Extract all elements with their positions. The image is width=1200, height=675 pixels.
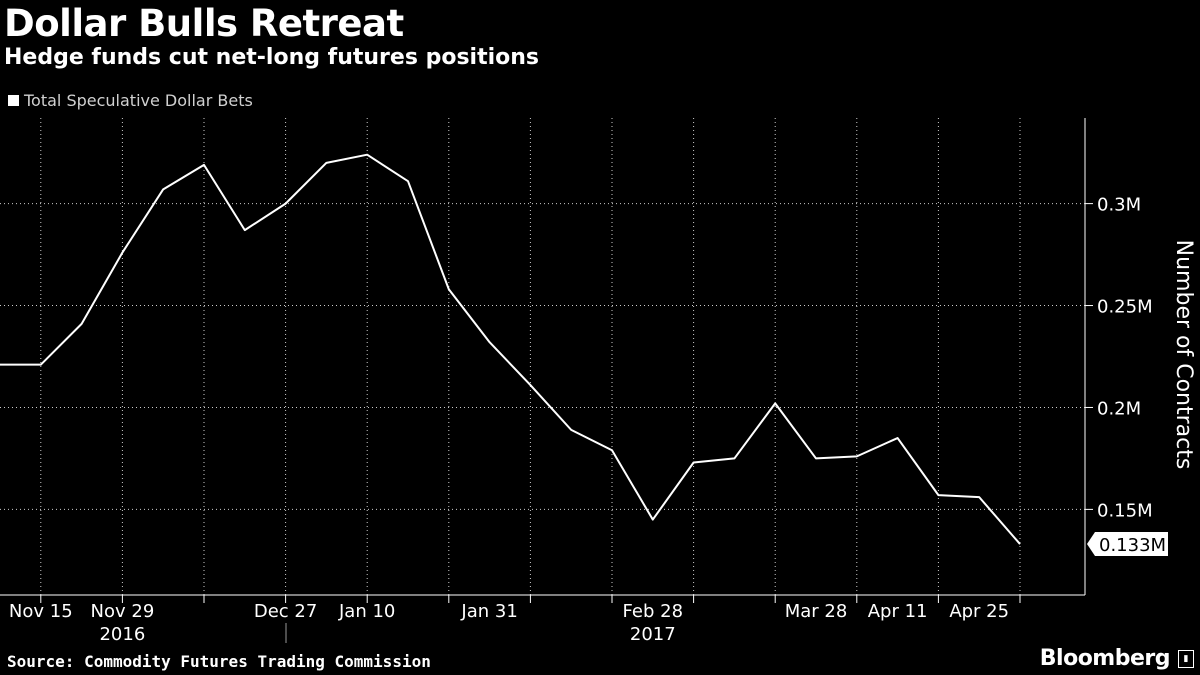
x-tick-label: Nov 15 <box>9 601 73 622</box>
x-tick-label: Dec 27 <box>254 601 317 622</box>
legend-swatch <box>8 95 19 106</box>
x-tick-label: Apr 11 <box>868 601 928 622</box>
y-tick-label: 0.25M <box>1097 297 1153 318</box>
y-tick-label: 0.15M <box>1097 500 1153 521</box>
y-tick-label: 0.2M <box>1097 398 1141 419</box>
x-tick-label: Feb 28 <box>623 601 684 622</box>
source-note: Source: Commodity Futures Trading Commis… <box>7 652 431 671</box>
year-label: 2017 <box>630 624 676 645</box>
legend: Total Speculative Dollar Bets <box>8 91 253 110</box>
x-tick-label: Jan 31 <box>460 601 517 622</box>
year-label: 2016 <box>99 624 145 645</box>
last-value-callout <box>1087 532 1168 557</box>
x-tick-label: Apr 25 <box>949 601 1009 622</box>
last-value-label: 0.133M <box>1099 535 1166 556</box>
legend-label: Total Speculative Dollar Bets <box>24 91 253 110</box>
chart-title: Dollar Bulls Retreat <box>4 2 404 45</box>
x-tick-label: Nov 29 <box>91 601 155 622</box>
x-tick-label: Jan 10 <box>338 601 395 622</box>
y-tick-label: 0.3M <box>1097 195 1141 216</box>
series-line <box>0 153 1021 545</box>
y-axis-title: Number of Contracts <box>1171 240 1196 470</box>
chart-subtitle: Hedge funds cut net-long futures positio… <box>4 45 540 70</box>
x-tick-label: Mar 28 <box>785 601 848 622</box>
bloomberg-mark-icon: ▮ <box>1178 650 1194 668</box>
bloomberg-logo: Bloomberg <box>1039 646 1171 671</box>
